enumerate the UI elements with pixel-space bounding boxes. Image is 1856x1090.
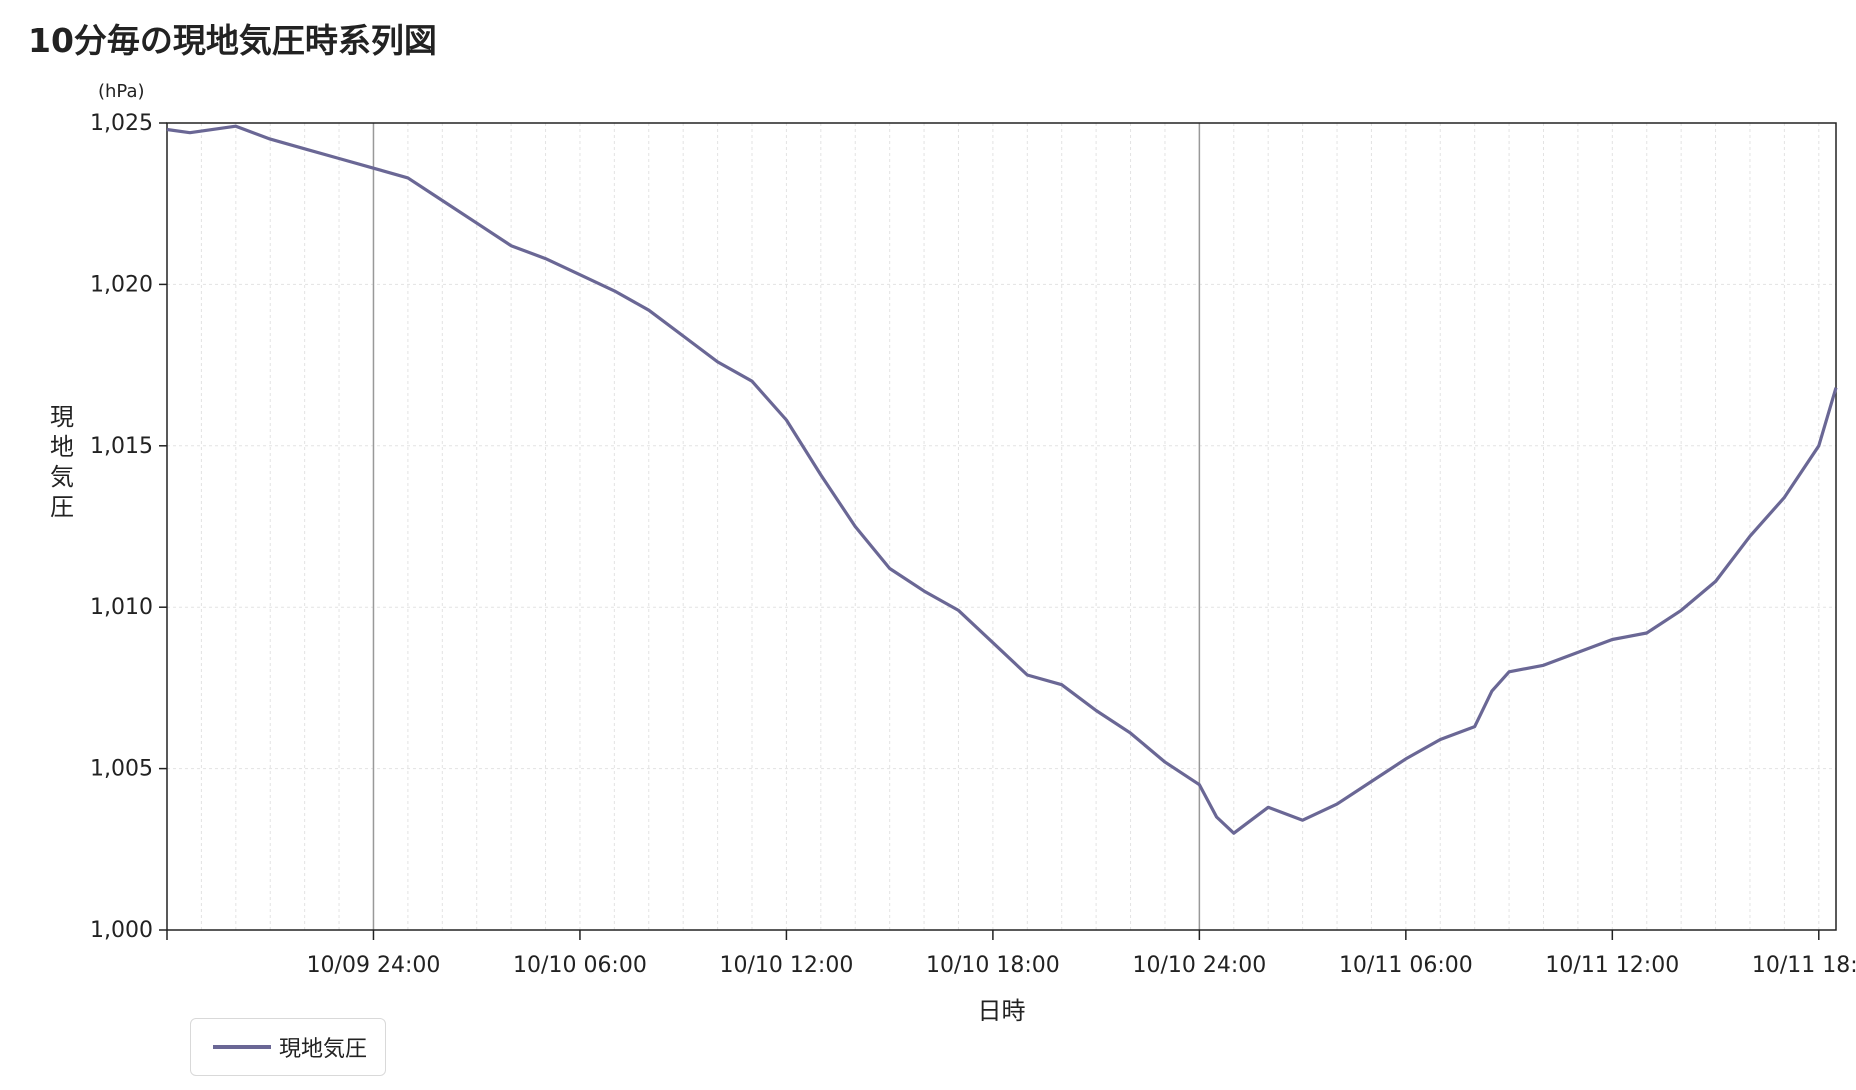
y-tick-label: 1,020 [90,272,153,297]
x-tick-label: 10/10 24:00 [1132,953,1266,978]
legend[interactable]: 現地気圧 [190,1018,386,1076]
minor-gridlines [167,123,1836,930]
y-tick-label: 1,025 [90,111,153,136]
x-tick-label: 10/09 24:00 [307,953,441,978]
x-tick-label: 10/11 06:00 [1339,953,1473,978]
y-axis: 1,000 1,005 1,010 1,015 1,020 1,025 [90,111,167,943]
page-title: 10分毎の現地気圧時系列図 [28,21,437,60]
major-gridlines [372,123,1201,930]
x-tick-label: 10/11 18:00 [1752,953,1856,978]
x-tick-label: 10/11 12:00 [1545,953,1679,978]
series-line [166,124,1838,835]
y-tick-label: 1,010 [90,595,153,620]
x-tick-label: 10/10 06:00 [513,953,647,978]
y-tick-label: 1,015 [90,434,153,459]
y-tick-label: 1,005 [90,757,153,782]
x-tick-label: 10/10 18:00 [926,953,1060,978]
legend-swatch [213,1045,271,1049]
plot-frame [166,122,1837,931]
y-tick-label: 1,000 [90,918,153,943]
y-axis-title: 現地気圧 [50,403,74,521]
y-axis-unit: (hPa) [98,81,145,102]
legend-label: 現地気圧 [279,1037,368,1062]
x-axis-title: 日時 [978,997,1026,1025]
x-tick-label: 10/10 12:00 [720,953,854,978]
x-axis: 10/09 24:00 10/10 06:00 10/10 12:00 10/10 1… [166,930,1856,978]
